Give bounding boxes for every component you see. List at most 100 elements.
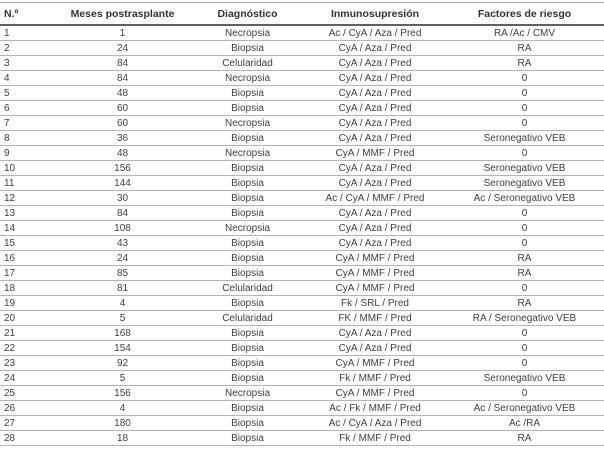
cell-risk-factors: 0 [445, 205, 604, 221]
cell-immunosuppression: CyA / Aza / Pred [305, 220, 445, 236]
column-header-months-posttransplant: Meses postrasplante [55, 2, 190, 26]
table-row: 1 1 Necropsia Ac / CyA / Aza / Pred RA /Ac /… [0, 25, 604, 41]
cell-immunosuppression: Ac / Fk / MMF / Pred [305, 400, 445, 416]
cell-diagnosis: Celularidad [190, 55, 305, 71]
cell-diagnosis: Biopsia [190, 175, 305, 191]
cell-num: 4 [0, 70, 55, 86]
cell-num: 2 [0, 40, 55, 56]
cell-diagnosis: Biopsia [190, 340, 305, 356]
table-row: 14 108 Necropsia CyA / Aza / Pred 0 [0, 220, 604, 236]
table-row: 21 168 Biopsia CyA / Aza / Pred 0 [0, 325, 604, 341]
cell-num: 14 [0, 220, 55, 236]
table-body: 1 1 Necropsia Ac / CyA / Aza / Pred RA /Ac /… [0, 25, 604, 446]
cell-diagnosis: Biopsia [190, 325, 305, 341]
cell-num: 26 [0, 400, 55, 416]
cell-risk-factors: RA / Seronegativo VEB [445, 310, 604, 326]
cell-num: 27 [0, 415, 55, 431]
cell-num: 15 [0, 235, 55, 251]
cell-diagnosis: Biopsia [190, 130, 305, 146]
table-row: 13 84 Biopsia CyA / Aza / Pred 0 [0, 205, 604, 221]
cell-num: 8 [0, 130, 55, 146]
cell-diagnosis: Biopsia [190, 355, 305, 371]
cell-risk-factors: 0 [445, 85, 604, 101]
cell-num: 21 [0, 325, 55, 341]
cell-immunosuppression: CyA / Aza / Pred [305, 160, 445, 176]
column-header-immunosuppression: Inmunosupresión [305, 2, 445, 26]
table-header: N.º Meses postrasplante Diagnóstico Inmu… [0, 2, 604, 26]
table-row: 16 24 Biopsia CyA / MMF / Pred RA [0, 250, 604, 266]
cell-immunosuppression: CyA / Aza / Pred [305, 130, 445, 146]
cell-num: 7 [0, 115, 55, 131]
cell-months-posttransplant: 108 [55, 220, 190, 236]
cell-months-posttransplant: 154 [55, 340, 190, 356]
table-row: 5 48 Biopsia CyA / Aza / Pred 0 [0, 85, 604, 101]
cell-diagnosis: Necropsia [190, 115, 305, 131]
cell-risk-factors: 0 [445, 115, 604, 131]
cell-num: 3 [0, 55, 55, 71]
cell-immunosuppression: CyA / Aza / Pred [305, 235, 445, 251]
table-row: 26 4 Biopsia Ac / Fk / MMF / Pred Ac / Seron… [0, 400, 604, 416]
cell-risk-factors: 0 [445, 70, 604, 86]
cell-num: 23 [0, 355, 55, 371]
cell-diagnosis: Biopsia [190, 400, 305, 416]
cell-immunosuppression: CyA / MMF / Pred [305, 355, 445, 371]
cell-risk-factors: Seronegativo VEB [445, 160, 604, 176]
cell-months-posttransplant: 18 [55, 430, 190, 446]
cell-risk-factors: 0 [445, 385, 604, 401]
cell-risk-factors: Ac /RA [445, 415, 604, 431]
cell-immunosuppression: FK / MMF / Pred [305, 310, 445, 326]
cell-risk-factors: RA /Ac / CMV [445, 25, 604, 41]
cell-months-posttransplant: 60 [55, 100, 190, 116]
cell-months-posttransplant: 1 [55, 25, 190, 41]
cell-months-posttransplant: 24 [55, 250, 190, 266]
table-row: 27 180 Biopsia Ac / CyA / Aza / Pred Ac /RA [0, 415, 604, 431]
cell-num: 12 [0, 190, 55, 206]
cell-diagnosis: Necropsia [190, 70, 305, 86]
cell-diagnosis: Biopsia [190, 190, 305, 206]
cell-immunosuppression: Fk / SRL / Pred [305, 295, 445, 311]
cell-risk-factors: Seronegativo VEB [445, 175, 604, 191]
cell-immunosuppression: CyA / Aza / Pred [305, 100, 445, 116]
table-row: 2 24 Biopsia CyA / Aza / Pred RA [0, 40, 604, 56]
cell-risk-factors: 0 [445, 340, 604, 356]
table-row: 23 92 Biopsia CyA / MMF / Pred 0 [0, 355, 604, 371]
cell-diagnosis: Necropsia [190, 385, 305, 401]
cell-num: 6 [0, 100, 55, 116]
cell-immunosuppression: CyA / MMF / Pred [305, 145, 445, 161]
cell-immunosuppression: CyA / Aza / Pred [305, 340, 445, 356]
cell-num: 13 [0, 205, 55, 221]
cell-immunosuppression: CyA / Aza / Pred [305, 40, 445, 56]
cell-months-posttransplant: 43 [55, 235, 190, 251]
cell-diagnosis: Biopsia [190, 235, 305, 251]
column-header-risk-factors: Factores de riesgo [445, 2, 604, 26]
cell-diagnosis: Biopsia [190, 205, 305, 221]
cell-immunosuppression: CyA / Aza / Pred [305, 115, 445, 131]
cell-num: 17 [0, 265, 55, 281]
cell-immunosuppression: CyA / Aza / Pred [305, 70, 445, 86]
table-row: 6 60 Biopsia CyA / Aza / Pred 0 [0, 100, 604, 116]
cell-num: 16 [0, 250, 55, 266]
cell-risk-factors: Seronegativo VEB [445, 370, 604, 386]
cell-months-posttransplant: 36 [55, 130, 190, 146]
table-row: 18 81 Celularidad CyA / MMF / Pred 0 [0, 280, 604, 296]
cell-immunosuppression: CyA / MMF / Pred [305, 265, 445, 281]
cell-immunosuppression: CyA / Aza / Pred [305, 325, 445, 341]
cell-months-posttransplant: 81 [55, 280, 190, 296]
cell-months-posttransplant: 24 [55, 40, 190, 56]
cell-immunosuppression: Ac / CyA / Aza / Pred [305, 415, 445, 431]
column-header-diagnosis: Diagnóstico [190, 2, 305, 26]
cell-diagnosis: Biopsia [190, 40, 305, 56]
cell-diagnosis: Biopsia [190, 415, 305, 431]
cell-risk-factors: 0 [445, 235, 604, 251]
cell-immunosuppression: CyA / MMF / Pred [305, 385, 445, 401]
cell-months-posttransplant: 168 [55, 325, 190, 341]
cell-months-posttransplant: 144 [55, 175, 190, 191]
cell-diagnosis: Biopsia [190, 250, 305, 266]
cell-months-posttransplant: 156 [55, 160, 190, 176]
cell-risk-factors: 0 [445, 325, 604, 341]
table-row: 24 5 Biopsia Fk / MMF / Pred Seronegativo VE… [0, 370, 604, 386]
table-row: 17 85 Biopsia CyA / MMF / Pred RA [0, 265, 604, 281]
cell-diagnosis: Necropsia [190, 145, 305, 161]
